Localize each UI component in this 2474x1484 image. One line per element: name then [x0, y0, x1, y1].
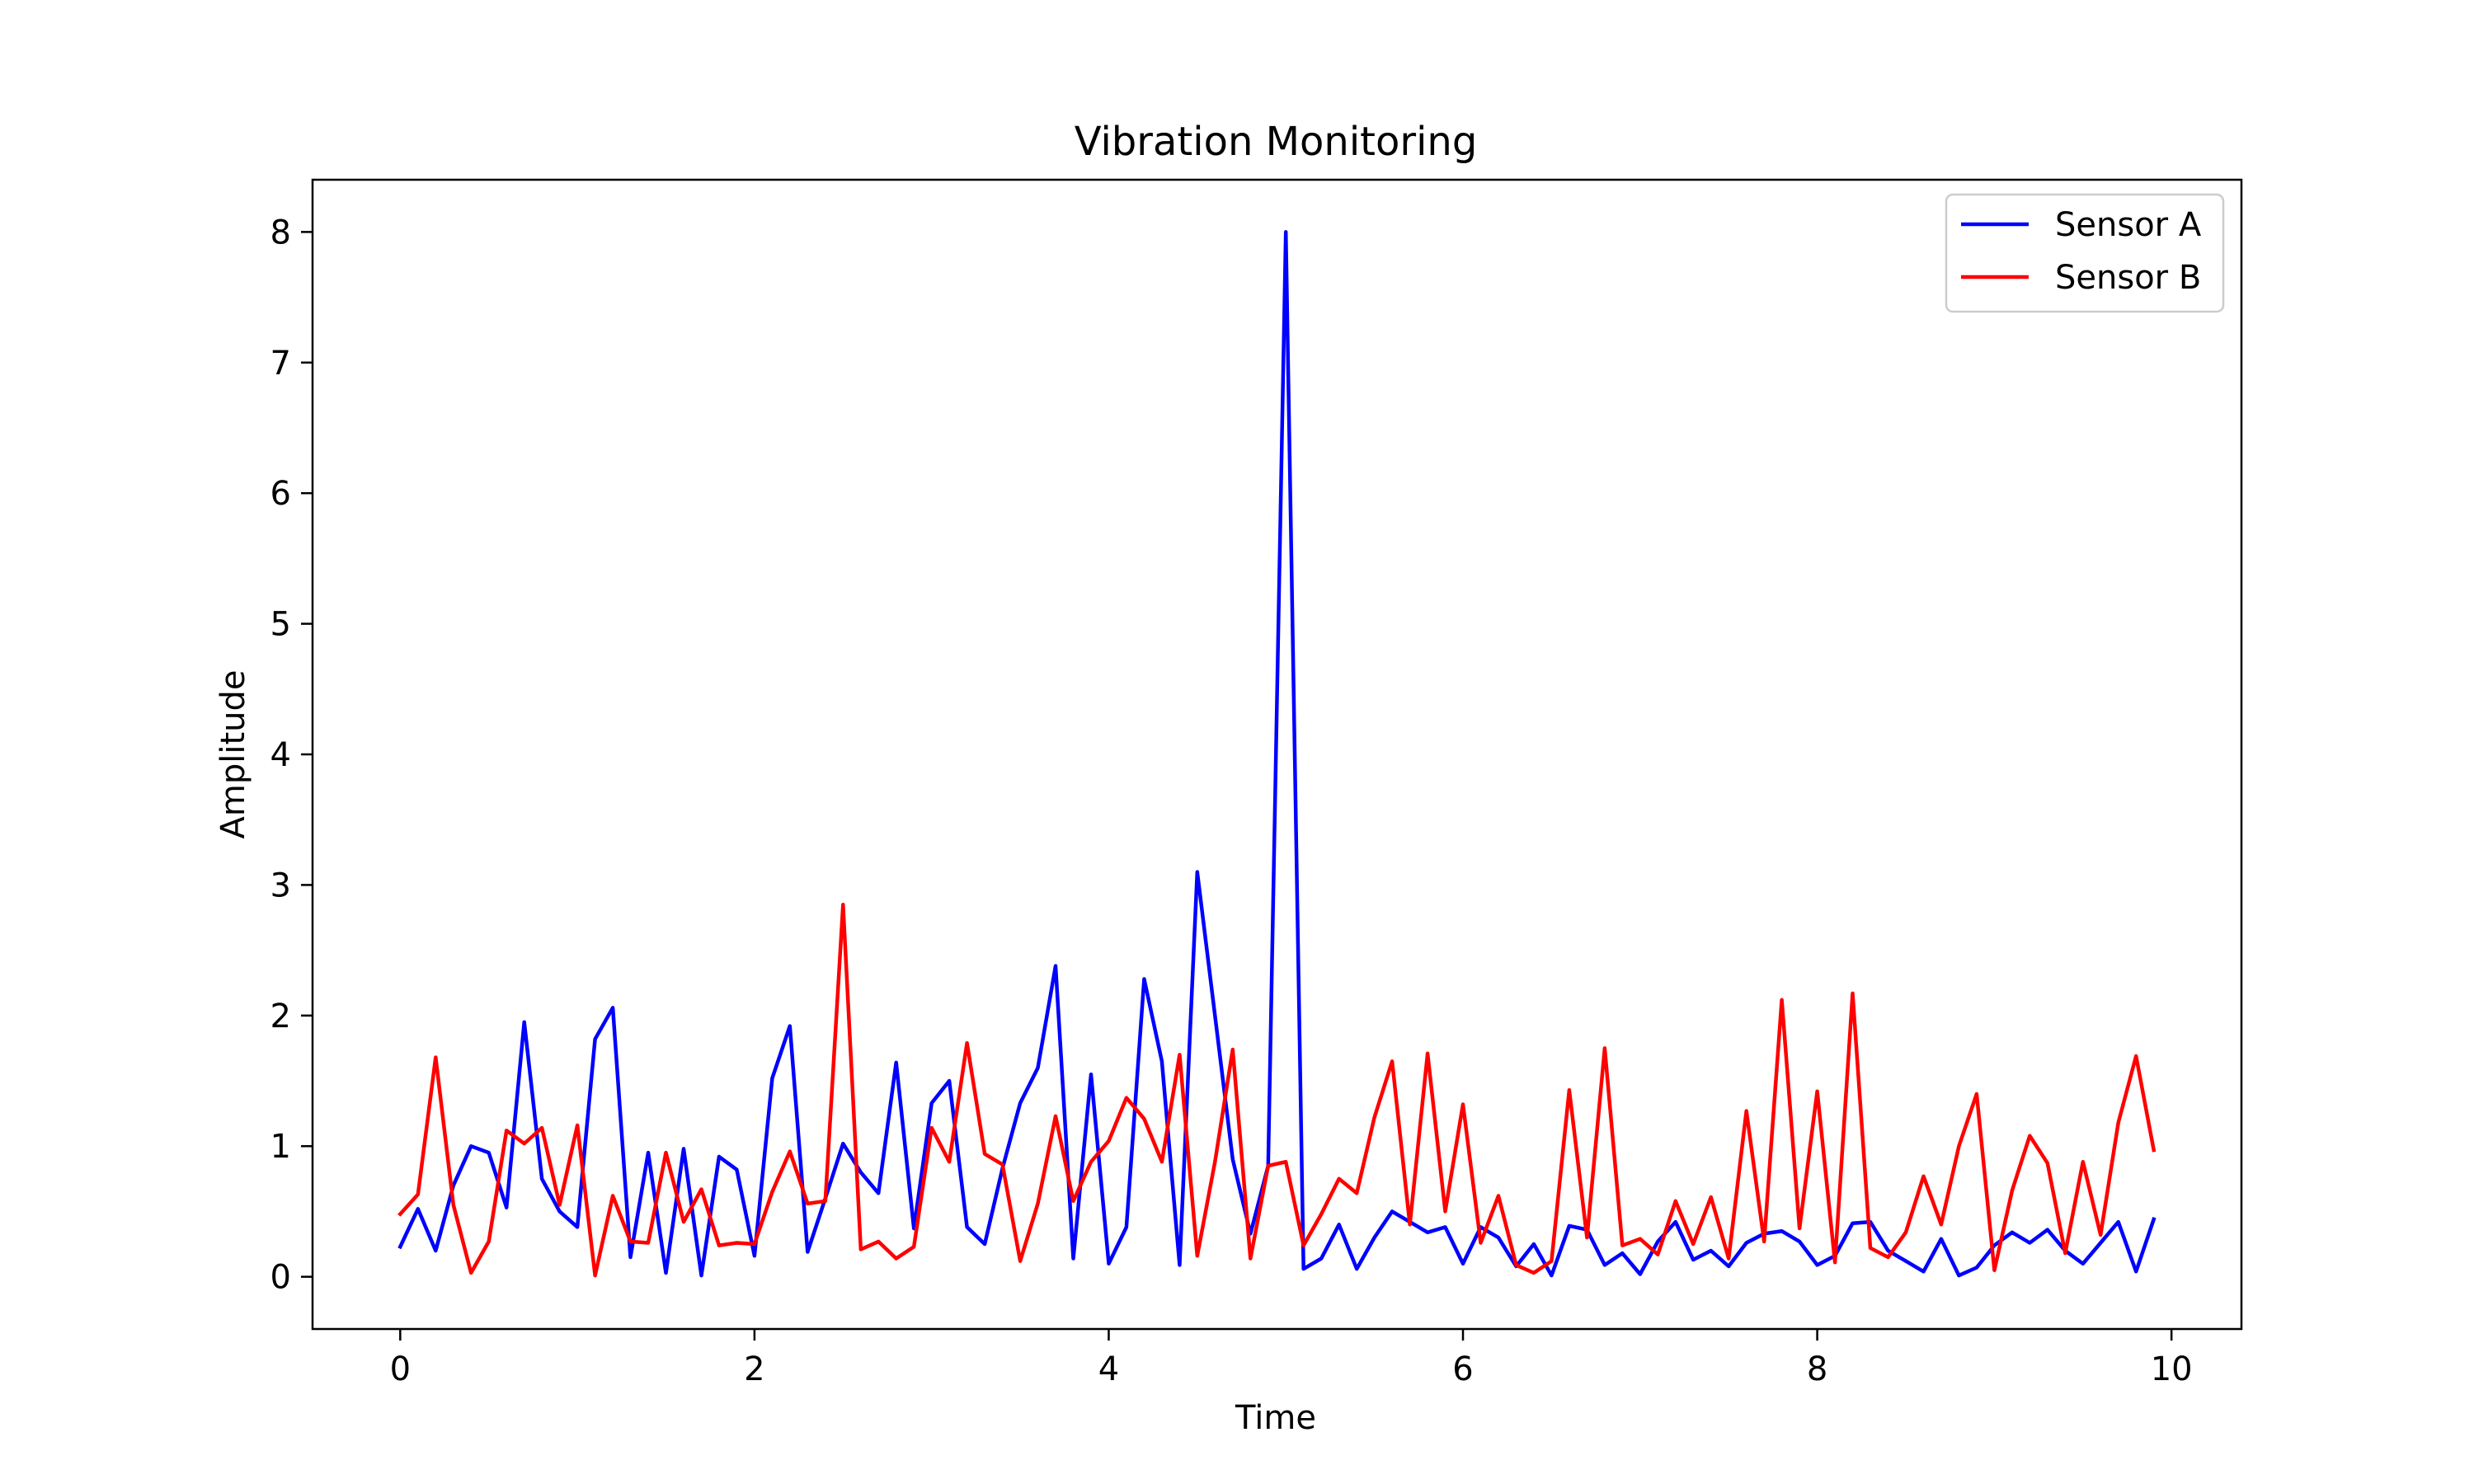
series-line-sensor-b: [397, 902, 2157, 1278]
series-line-sensor-a: [397, 230, 2157, 1278]
y-tick-label: 5: [270, 606, 291, 644]
plot-area-frame: [311, 178, 2243, 1331]
x-tick-label: 2: [744, 1350, 764, 1388]
x-axis-ticks: 0 2 4 6 8 10: [390, 1329, 2193, 1388]
x-tick-label: 8: [1807, 1350, 1827, 1388]
y-tick-label: 3: [270, 866, 291, 904]
legend: Sensor A Sensor B: [1945, 193, 2225, 313]
y-axis-ticks: 0 1 2 3 4 5 6 7 8: [270, 214, 313, 1297]
legend-label: Sensor A: [2055, 206, 2202, 244]
x-axis-label: Time: [1235, 1399, 1316, 1437]
y-tick-label: 6: [270, 475, 291, 513]
y-tick-label: 2: [270, 998, 291, 1036]
y-tick-label: 8: [270, 214, 291, 251]
series-layer: [397, 230, 2157, 1278]
x-tick-label: 6: [1452, 1350, 1473, 1388]
y-axis-label: Amplitude: [214, 670, 252, 839]
x-tick-label: 10: [2151, 1350, 2193, 1388]
y-tick-label: 4: [270, 736, 291, 774]
y-tick-label: 1: [270, 1128, 291, 1166]
y-tick-label: 0: [270, 1259, 291, 1297]
x-tick-label: 4: [1098, 1350, 1119, 1388]
legend-label: Sensor B: [2055, 259, 2201, 297]
y-tick-label: 7: [270, 345, 291, 383]
x-tick-label: 0: [390, 1350, 411, 1388]
chart-title: Vibration Monitoring: [1075, 119, 1478, 165]
